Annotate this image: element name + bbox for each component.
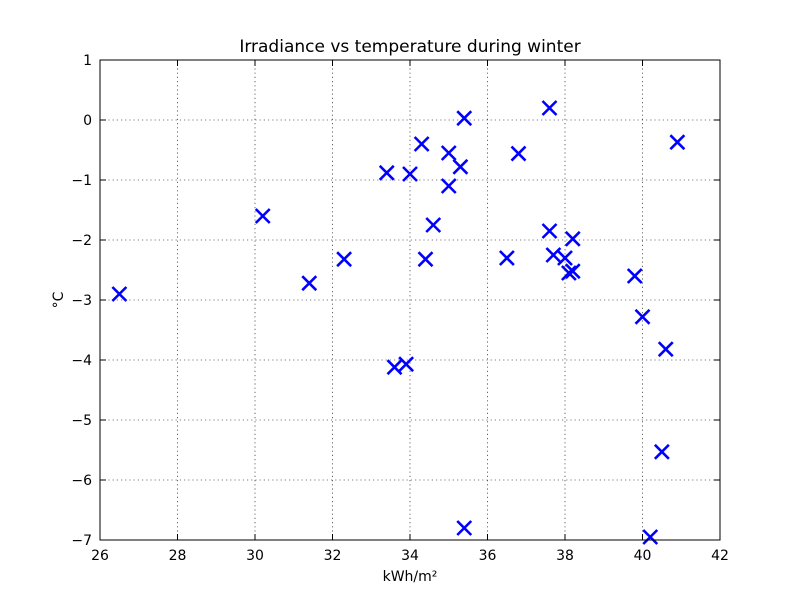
y-tick-label: −5 — [71, 413, 92, 429]
data-point — [456, 520, 473, 536]
y-tick-label: 0 — [83, 113, 92, 129]
x-tick-label: 28 — [169, 548, 187, 564]
chart-title: Irradiance vs temperature during winter — [239, 37, 580, 57]
data-point — [642, 529, 659, 545]
y-tick-label: −1 — [71, 173, 92, 189]
data-point — [425, 217, 442, 233]
data-point — [301, 275, 318, 292]
x-tick-label: 26 — [91, 548, 109, 564]
data-point — [378, 164, 395, 181]
data-point — [440, 145, 457, 161]
x-tick-label: 38 — [556, 548, 574, 564]
data-point — [111, 286, 128, 302]
x-tick-label: 30 — [246, 548, 264, 564]
y-tick-label: −6 — [71, 473, 92, 489]
data-point — [452, 158, 469, 175]
y-tick-label: −3 — [71, 293, 92, 309]
data-point — [657, 341, 674, 358]
data-point — [440, 178, 457, 194]
x-tick-label: 32 — [324, 548, 342, 564]
data-point — [564, 263, 581, 280]
data-point — [626, 268, 643, 284]
x-tick-label: 40 — [634, 548, 652, 564]
data-point — [669, 134, 686, 151]
x-tick-label: 34 — [401, 548, 419, 564]
data-point — [386, 359, 403, 376]
data-point — [398, 356, 415, 373]
data-point — [564, 230, 581, 247]
x-tick-label: 36 — [479, 548, 497, 564]
data-point — [417, 251, 434, 268]
data-points — [111, 100, 686, 545]
data-point — [634, 308, 651, 325]
data-point — [541, 223, 558, 239]
data-point — [541, 100, 558, 116]
data-point — [557, 250, 573, 266]
data-point — [456, 110, 473, 127]
y-tick-label: −7 — [71, 533, 92, 549]
grid — [100, 60, 720, 540]
data-point — [510, 145, 527, 162]
x-tick-label: 42 — [711, 548, 729, 564]
data-point — [498, 250, 515, 266]
y-tick-label: 1 — [83, 53, 92, 69]
ticks: 26 28 30 32 34 36 38 40 42 1 0 −1 −2 −3 −4 −5 −6 −7 — [71, 53, 729, 564]
data-point — [254, 208, 271, 224]
data-point — [560, 265, 577, 281]
x-axis-label: kWh/m² — [383, 569, 438, 585]
y-axis-label: °C — [51, 291, 67, 308]
data-point — [336, 251, 353, 268]
data-point — [413, 136, 430, 152]
data-point — [545, 247, 562, 263]
y-tick-label: −4 — [71, 353, 92, 369]
data-point — [653, 443, 670, 460]
y-tick-label: −2 — [71, 233, 92, 249]
data-point — [402, 166, 418, 182]
